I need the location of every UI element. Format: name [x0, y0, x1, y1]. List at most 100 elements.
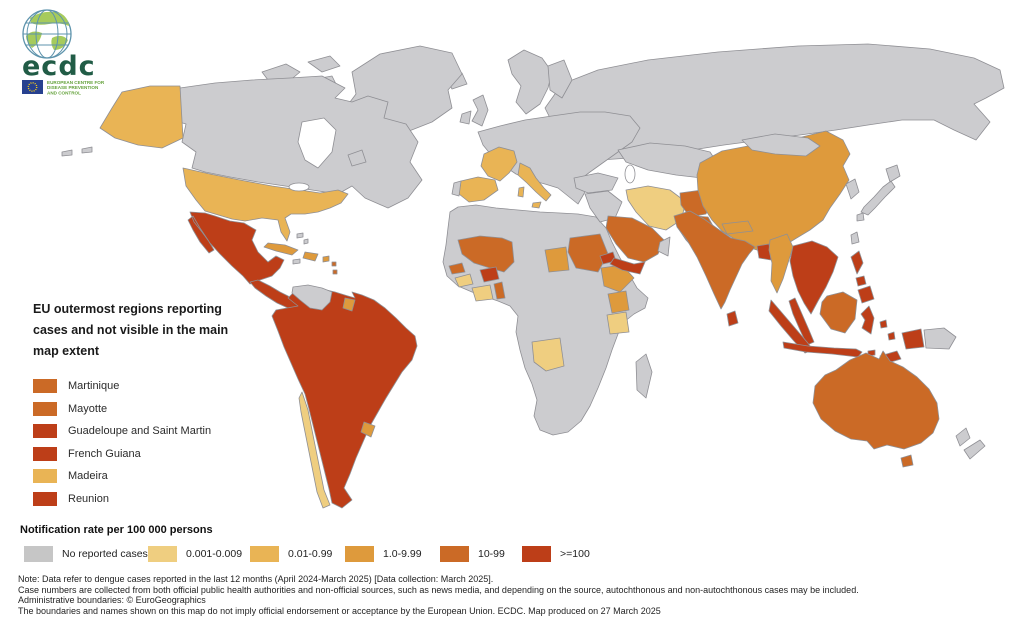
class5-swatch — [522, 545, 551, 562]
class2-swatch — [250, 545, 279, 562]
region-tasmania — [900, 454, 914, 468]
region-iran — [625, 185, 687, 231]
french-guiana-label: French Guiana — [68, 447, 141, 460]
no-cases-swatch — [24, 545, 53, 562]
region-borneo — [819, 291, 858, 334]
region-south-america — [271, 286, 418, 509]
region-mauritania-mali — [457, 235, 515, 273]
svg-text:DISEASE PREVENTION: DISEASE PREVENTION — [47, 85, 99, 90]
region-united-kingdom — [471, 94, 489, 127]
region-korea — [845, 178, 860, 200]
caspian-sea — [624, 164, 636, 184]
region-burkina-faso — [479, 266, 500, 283]
guadeloupe-label: Guadeloupe and Saint Martin — [68, 425, 212, 438]
rate-legend: Notification rate per 100 000 persons No… — [20, 524, 780, 565]
region-alaska — [99, 85, 184, 149]
mayotte-label: Mayotte — [68, 402, 108, 415]
region-australia — [812, 350, 940, 450]
legend-class-001-099: 0.01-0.99 — [250, 545, 332, 562]
region-chad — [544, 246, 570, 273]
region-nepal — [721, 220, 754, 235]
region-taiwan — [850, 231, 860, 245]
region-chile — [298, 391, 331, 509]
legend-class-10-99: 10-99 — [440, 545, 505, 562]
region-japan — [856, 164, 901, 222]
region-myanmar — [768, 233, 794, 294]
region-cote-divoire-ghana — [471, 284, 494, 302]
region-sudan — [567, 233, 609, 273]
ecdc-logo: ecdc EUROPEAN CENTRE FOR DISEASE PREVENT… — [16, 4, 156, 104]
eu-flag — [22, 80, 43, 94]
region-turkey — [573, 172, 619, 194]
outermost-regions-panel: EU outermost regions reporting cases and… — [33, 299, 273, 510]
region-togo-benin — [493, 281, 506, 300]
region-indonesia-papua — [901, 328, 925, 350]
region-new-zealand — [955, 427, 986, 460]
french-guiana-swatch — [33, 446, 57, 461]
region-sicily — [531, 201, 542, 209]
reunion-swatch — [33, 491, 57, 506]
legend-class-no-cases: No reported cases — [24, 545, 148, 562]
region-canada — [149, 75, 423, 209]
region-senegal — [448, 262, 466, 275]
legend-class-gte100: >=100 — [522, 545, 590, 562]
region-aleutian-islands — [61, 146, 93, 157]
region-sardinia — [517, 186, 525, 198]
region-oman — [657, 236, 671, 257]
madeira-label: Madeira — [68, 470, 108, 483]
outermost-item-french-guiana: French Guiana — [33, 443, 273, 466]
outermost-item-reunion: Reunion — [33, 488, 273, 511]
region-papua-new-guinea — [923, 327, 957, 350]
class4-swatch — [440, 545, 469, 562]
region-venezuela — [291, 284, 333, 311]
region-hispaniola — [302, 251, 319, 262]
region-madagascar — [635, 353, 653, 399]
class1-swatch — [148, 545, 177, 562]
legend-class-10-999: 1.0-9.99 — [345, 545, 422, 562]
region-yemen — [609, 257, 646, 275]
great-lakes — [288, 182, 310, 192]
logo-wordmark: ecdc — [22, 51, 96, 82]
region-france — [480, 146, 518, 182]
region-philippines — [850, 250, 875, 304]
note-line-3: Administrative boundaries: © EuroGeograp… — [18, 595, 206, 606]
region-finland — [547, 59, 573, 99]
region-jamaica — [292, 258, 301, 265]
note-line-1: Note: Data refer to dengue cases reporte… — [18, 574, 494, 584]
note-line-2: Case numbers are collected from both off… — [18, 584, 859, 595]
outermost-item-madeira: Madeira — [33, 465, 273, 488]
rate-legend-title: Notification rate per 100 000 persons — [20, 524, 213, 536]
logo-org-text: EUROPEAN CENTRE FOR DISEASE PREVENTION A… — [47, 80, 105, 95]
guadeloupe-swatch — [33, 424, 57, 439]
reunion-label: Reunion — [68, 492, 109, 505]
hudson-bay — [297, 117, 337, 169]
outermost-regions-title: EU outermost regions reporting cases and… — [33, 302, 229, 358]
region-italy — [517, 162, 552, 202]
region-java — [782, 341, 863, 358]
class3-swatch — [345, 545, 374, 562]
region-uruguay — [360, 421, 376, 438]
region-sri-lanka — [726, 310, 739, 327]
mayotte-swatch — [33, 401, 57, 416]
region-suriname — [342, 297, 356, 312]
legend-class-0001-0009: 0.001-0.009 — [148, 545, 242, 562]
globe-icon — [22, 9, 72, 59]
region-angola — [531, 337, 565, 372]
region-cuba — [263, 242, 299, 256]
outermost-item-martinique: Martinique — [33, 375, 273, 398]
region-sulawesi — [860, 305, 875, 335]
region-tanzania — [606, 311, 630, 335]
map-footnotes: Note: Data refer to dengue cases reporte… — [18, 574, 1008, 616]
martinique-label: Martinique — [68, 380, 120, 393]
region-lesser-antilles — [331, 261, 338, 275]
region-puerto-rico — [322, 255, 330, 263]
region-indochina — [789, 240, 839, 315]
note-line-4: The boundaries and names shown on this m… — [18, 605, 661, 616]
region-mexico — [187, 211, 285, 285]
region-portugal — [451, 180, 462, 197]
madeira-swatch — [33, 469, 57, 484]
region-moluccas — [879, 319, 896, 341]
outermost-item-mayotte: Mayotte — [33, 398, 273, 421]
region-kenya — [607, 290, 630, 314]
